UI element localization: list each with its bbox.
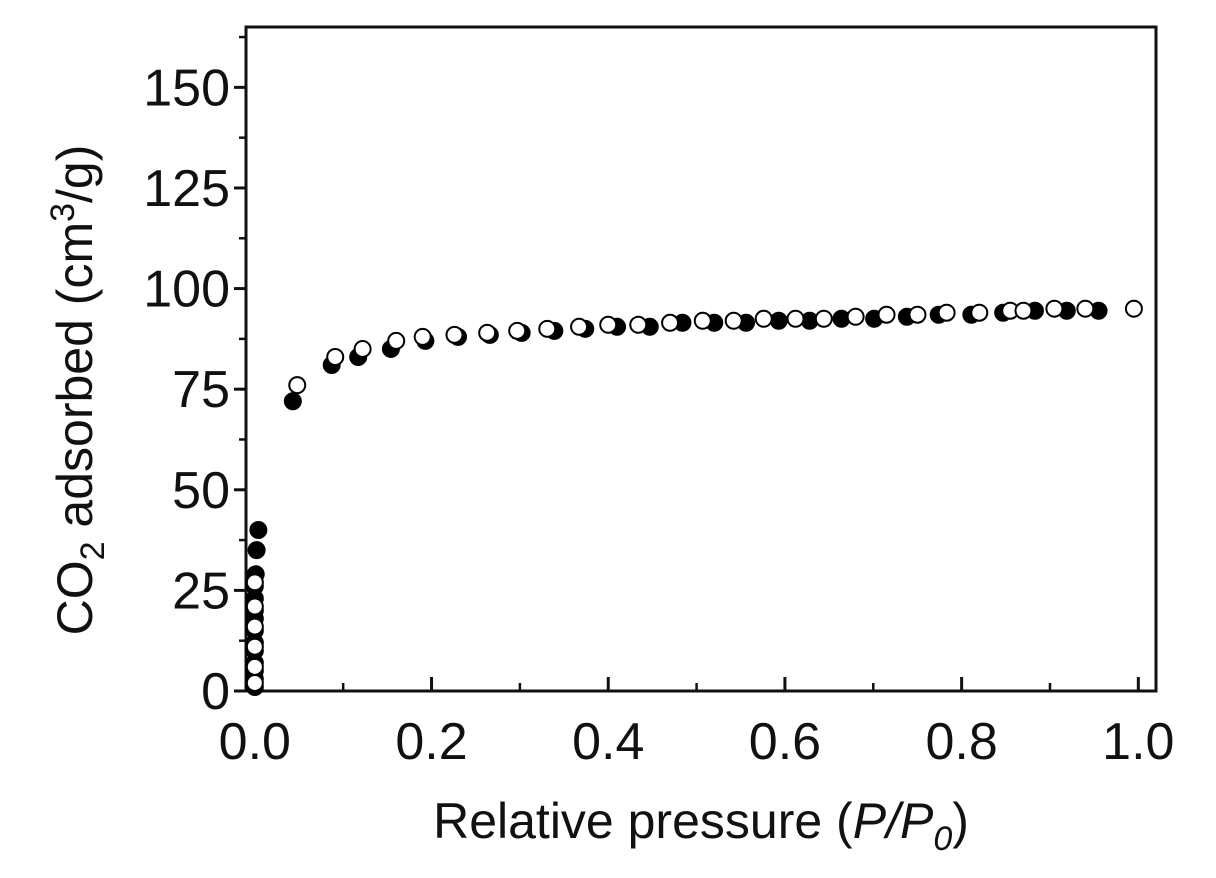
desorption-point: [445, 325, 464, 344]
desorption-point: [877, 305, 896, 324]
x-axis-title: Relative pressure (P/P0): [433, 793, 969, 858]
series-desorption: [245, 299, 1143, 692]
desorption-point: [908, 305, 927, 324]
y-tick-label: 75: [172, 361, 230, 419]
desorption-point: [508, 321, 527, 340]
y-tick-label: 0: [201, 663, 230, 721]
desorption-point: [245, 617, 264, 636]
desorption-point: [1045, 299, 1064, 318]
desorption-point: [245, 573, 264, 592]
desorption-point: [326, 347, 345, 366]
x-axis-ticks: [253, 677, 1140, 691]
desorption-point: [1076, 299, 1095, 318]
desorption-point: [245, 673, 264, 692]
y-axis-tick-labels: 0 25 50 75 100 125 150: [143, 59, 230, 721]
desorption-point: [599, 315, 618, 334]
desorption-point: [693, 311, 712, 330]
desorption-point: [288, 376, 307, 395]
desorption-point: [724, 311, 743, 330]
desorption-point: [814, 309, 833, 328]
x-tick-label: 1.0: [1102, 713, 1174, 771]
x-tick-label: 0.2: [395, 713, 467, 771]
desorption-point: [1014, 301, 1033, 320]
desorption-point: [245, 597, 264, 616]
x-tick-label: 0.6: [749, 713, 821, 771]
adsorption-point: [283, 392, 302, 411]
y-tick-label: 100: [143, 261, 230, 319]
x-tick-label: 0.0: [219, 713, 291, 771]
x-axis-tick-labels: 0.0 0.2 0.4 0.6 0.8 1.0: [219, 713, 1175, 771]
x-tick-label: 0.4: [572, 713, 644, 771]
desorption-point: [570, 317, 589, 336]
x-tick-label: 0.8: [925, 713, 997, 771]
desorption-point: [387, 331, 406, 350]
series-adsorption: [245, 301, 1108, 696]
data-series: [245, 299, 1143, 696]
adsorption-point: [249, 521, 268, 540]
desorption-point: [353, 339, 372, 358]
y-tick-label: 50: [172, 462, 230, 520]
desorption-point: [413, 327, 432, 346]
y-axis-ticks: [234, 35, 246, 693]
plot-frame: [244, 25, 1158, 693]
desorption-point: [786, 309, 805, 328]
desorption-point: [245, 657, 264, 676]
desorption-point: [538, 319, 557, 338]
desorption-point: [629, 315, 648, 334]
desorption-point: [937, 303, 956, 322]
y-axis-title: CO2 adsorbed (cm3/g): [44, 145, 112, 636]
y-tick-label: 125: [143, 160, 230, 218]
adsorption-point: [769, 311, 788, 330]
desorption-point: [661, 313, 680, 332]
desorption-point: [478, 323, 497, 342]
desorption-point: [245, 637, 264, 656]
y-tick-label: 150: [143, 59, 230, 117]
desorption-point: [970, 303, 989, 322]
desorption-point: [754, 309, 773, 328]
y-tick-label: 25: [172, 562, 230, 620]
desorption-point: [1124, 299, 1143, 318]
desorption-point: [846, 307, 865, 326]
adsorption-point: [247, 541, 266, 560]
